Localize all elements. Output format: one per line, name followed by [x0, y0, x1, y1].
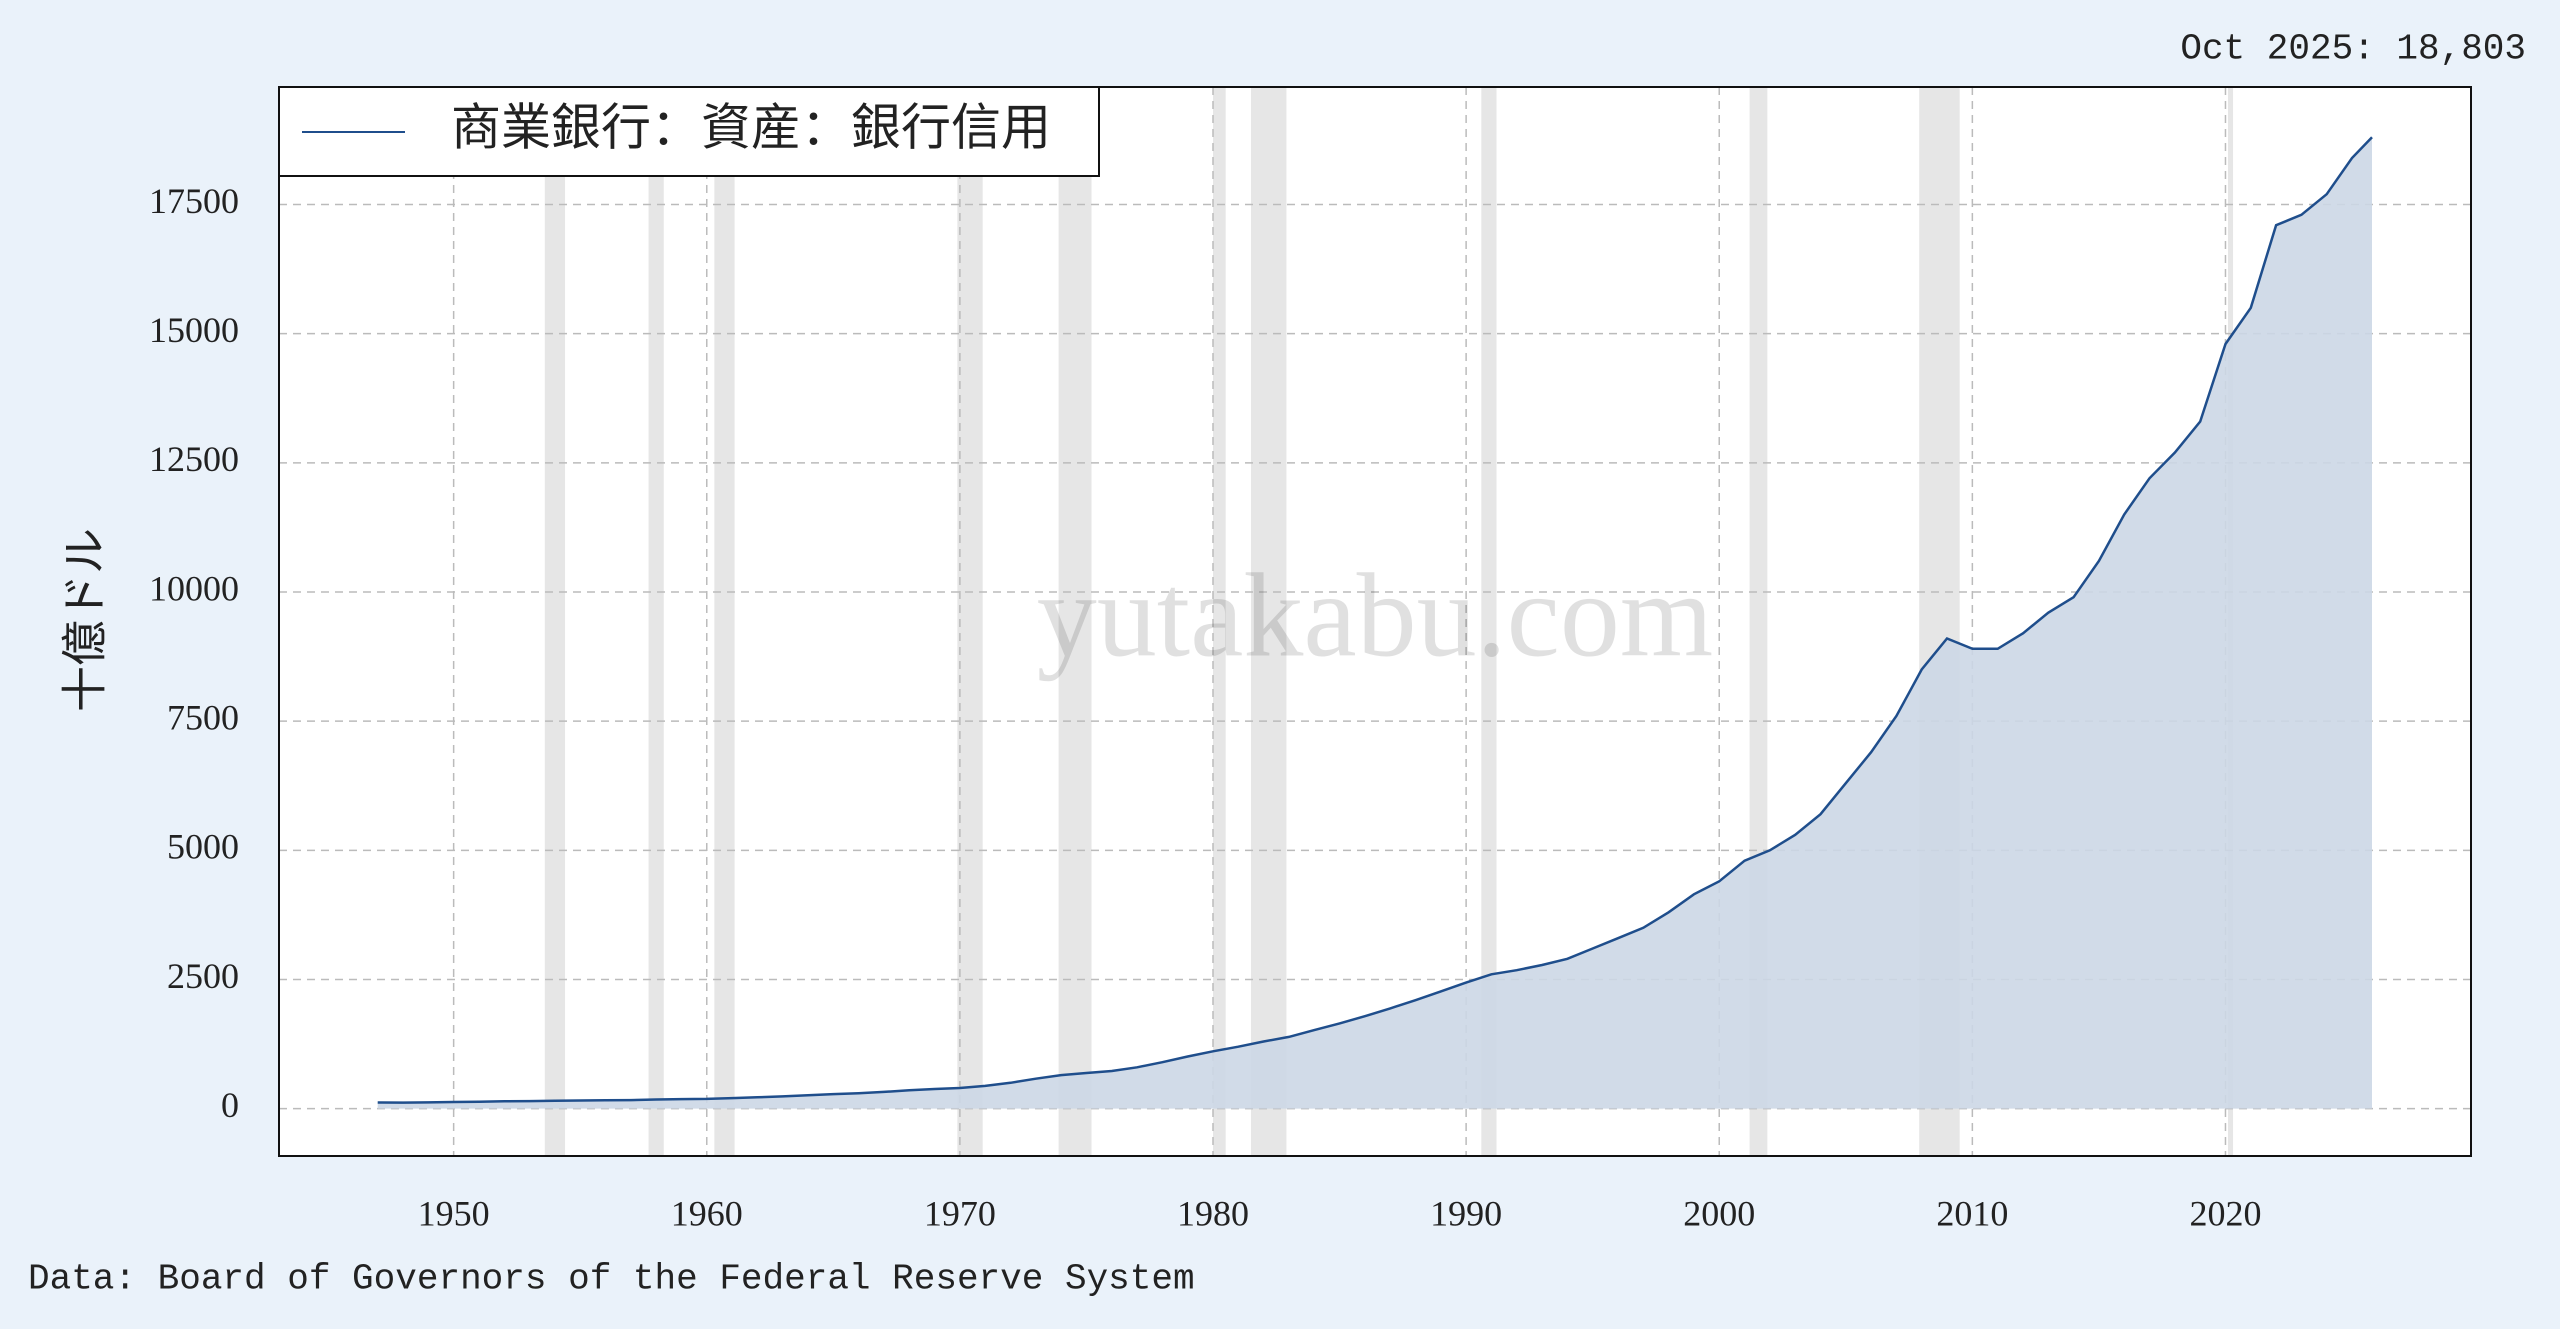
source: Data: Board of Governors of the Federal …	[28, 1259, 1195, 1300]
line	[377, 136, 2373, 1104]
legend-label: 商業銀行：資産：銀行信用	[451, 99, 1051, 155]
x-tick-label: 1950	[418, 1193, 490, 1233]
recession-band	[1058, 87, 1092, 1156]
y-tick-label: 10000	[149, 568, 239, 608]
y-tick-label: 0	[221, 1085, 239, 1125]
watermark: yutakabu.com	[1037, 549, 1713, 682]
plot-layer	[279, 87, 2471, 1156]
y-tick-label: 12500	[149, 439, 239, 479]
recession-band	[957, 87, 983, 1156]
legend-box	[278, 86, 1100, 177]
y-tick-label: 7500	[167, 697, 239, 737]
recession-band	[544, 87, 566, 1156]
recession-band	[648, 87, 664, 1156]
annotation: Oct 2025: 18,803	[2180, 29, 2526, 70]
y-tick-label: 17500	[149, 181, 239, 221]
area-fill	[377, 137, 2373, 1109]
y-axis-label: 十億ドル	[60, 528, 111, 712]
y-tick-label: 2500	[167, 956, 239, 996]
y-tick-label: 15000	[149, 310, 239, 350]
x-tick-label: 1980	[1177, 1193, 1249, 1233]
x-tick-label: 2020	[2189, 1193, 2261, 1233]
recession-band	[1250, 87, 1287, 1156]
plot-frame	[278, 86, 2472, 1157]
y-tick-label: 5000	[167, 827, 239, 867]
x-tick-label: 1970	[924, 1193, 996, 1233]
x-tick-label: 2000	[1683, 1193, 1755, 1233]
recession-band	[714, 87, 735, 1156]
recession-band	[1481, 87, 1497, 1156]
x-tick-label: 2010	[1936, 1193, 2008, 1233]
x-tick-label: 1960	[671, 1193, 743, 1233]
x-tick-label: 1990	[1430, 1193, 1502, 1233]
legend: 商業銀行：資産：銀行信用	[278, 86, 1100, 177]
recession-band	[1213, 87, 1226, 1156]
